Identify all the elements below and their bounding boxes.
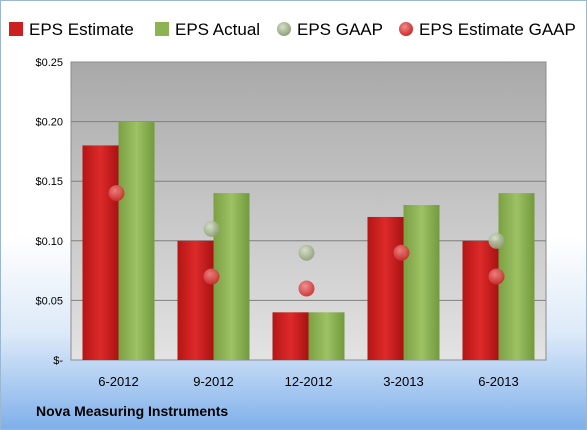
bar-eps-estimate (272, 312, 309, 360)
bar-eps-actual (308, 312, 345, 360)
legend-swatch-eps-estimate-gaap (399, 22, 413, 36)
company-name: Nova Measuring Instruments (36, 403, 228, 419)
y-tick-label: $0.20 (35, 117, 63, 129)
x-axis-categories: 6-2012 9-2012 12-2012 3-2013 6-2013 (98, 374, 518, 389)
marker-eps-estimate-gaap (488, 268, 505, 285)
x-category-label: 9-2012 (193, 374, 233, 389)
bar-eps-actual (403, 205, 440, 360)
x-category-label: 6-2012 (98, 374, 138, 389)
legend-label-eps-actual: EPS Actual (175, 20, 260, 39)
legend-swatch-eps-actual (155, 22, 169, 36)
marker-eps-gaap (298, 244, 315, 261)
bar-eps-estimate (82, 145, 119, 360)
legend-label-eps-estimate: EPS Estimate (29, 20, 134, 39)
y-tick-label: $0.25 (35, 57, 63, 69)
legend-swatch-eps-gaap (277, 22, 291, 36)
legend-swatch-eps-estimate (9, 22, 23, 36)
legend: EPS Estimate EPS Actual EPS GAAP EPS Estima… (9, 20, 576, 39)
marker-eps-estimate-gaap (393, 244, 410, 261)
marker-eps-gaap (203, 220, 220, 237)
bar-eps-estimate (367, 216, 404, 360)
marker-eps-estimate-gaap (298, 280, 315, 297)
legend-label-eps-estimate-gaap: EPS Estimate GAAP (419, 20, 576, 39)
legend-label-eps-gaap: EPS GAAP (297, 20, 383, 39)
bar-eps-estimate (177, 240, 214, 360)
x-category-label: 6-2013 (478, 374, 518, 389)
bars (82, 121, 535, 360)
y-tick-label: $- (53, 355, 63, 367)
marker-eps-estimate-gaap (108, 185, 125, 202)
x-category-label: 12-2012 (285, 374, 333, 389)
bar-eps-actual (118, 121, 155, 360)
x-category-label: 3-2013 (383, 374, 423, 389)
y-tick-label: $0.05 (35, 295, 63, 307)
y-tick-label: $0.10 (35, 236, 63, 248)
marker-eps-gaap (488, 232, 505, 249)
markers (108, 185, 505, 297)
marker-eps-estimate-gaap (203, 268, 220, 285)
y-tick-label: $0.15 (35, 176, 63, 188)
bar-eps-estimate (462, 240, 499, 360)
y-axis-ticks: $- $0.05 $0.10 $0.15 $0.20 $0.25 (35, 57, 63, 367)
